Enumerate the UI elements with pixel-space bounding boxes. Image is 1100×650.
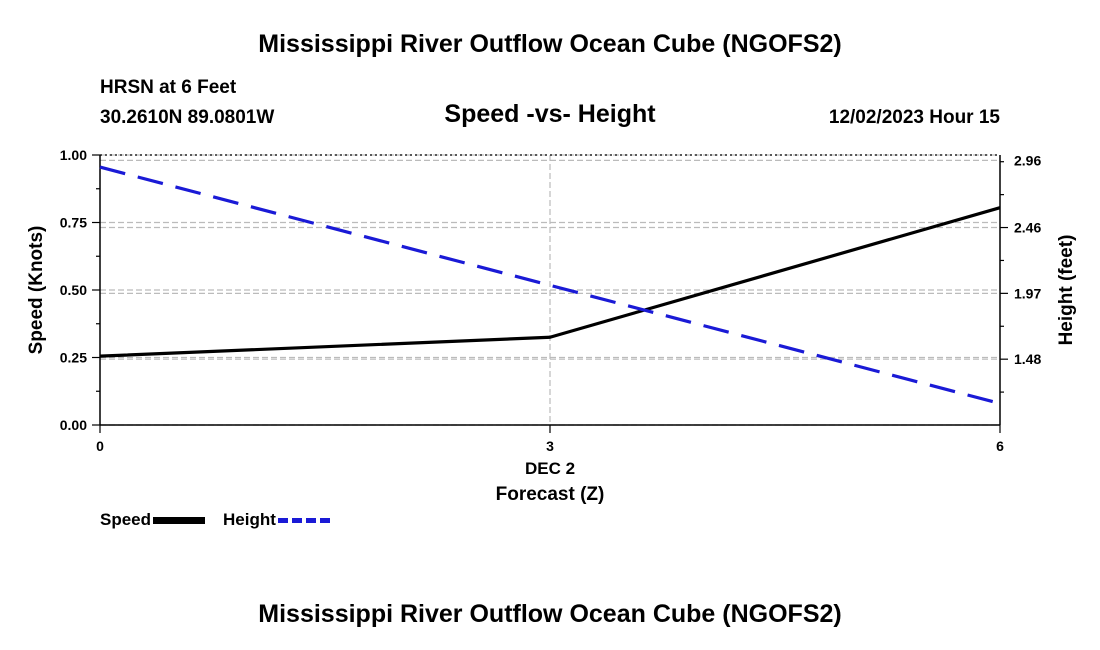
x-tick-label-1: 3 (546, 438, 554, 454)
grid-lines (100, 154, 1000, 426)
chart-subtitle: Speed -vs- Height (444, 100, 656, 128)
y2-tick-label-1: 1.97 (1014, 285, 1041, 301)
y-tick-label-0: 0.00 (60, 417, 87, 433)
y2-axis-label: Height (feet) (1056, 235, 1077, 346)
series-layer (99, 165, 1001, 406)
y2-tick-label-0: 1.48 (1014, 351, 1041, 367)
axis-labels: 0.00 0.25 0.50 0.75 1.00 1.48 1.97 2.46 2.96 0 3 6 D… (26, 147, 1077, 505)
y-tick-label-3: 0.75 (60, 215, 87, 231)
x-axis-sublabel: DEC 2 (525, 459, 575, 478)
y-axis-label: Speed (Knots) (26, 226, 47, 355)
legend: Speed Height (100, 508, 348, 532)
y-tick-label-1: 0.25 (60, 350, 87, 366)
x-axis-label: Forecast (Z) (496, 484, 605, 505)
y2-tick-label-3: 2.96 (1014, 152, 1041, 168)
x-tick-label-2: 6 (996, 438, 1004, 454)
station-label: HRSN at 6 Feet (100, 77, 237, 98)
legend-speed-swatch (153, 516, 206, 524)
axes (92, 154, 1008, 433)
forecast-datetime: 12/02/2023 Hour 15 (828, 107, 1000, 128)
legend-height-swatch (277, 517, 330, 523)
x-tick-label-0: 0 (96, 438, 104, 454)
y-tick-label-4: 1.00 (60, 147, 87, 163)
legend-speed-label: Speed (100, 510, 152, 529)
footer-title: Mississippi River Outflow Ocean Cube (NG… (258, 600, 842, 628)
series-line-speed (99, 206, 1001, 358)
y2-tick-label-2: 2.46 (1014, 220, 1041, 236)
y-tick-label-2: 0.50 (60, 282, 87, 298)
main-title: Mississippi River Outflow Ocean Cube (NG… (258, 30, 842, 58)
legend-height-label: Height (223, 510, 276, 529)
station-coordinates: 30.2610N 89.0801W (100, 107, 275, 128)
